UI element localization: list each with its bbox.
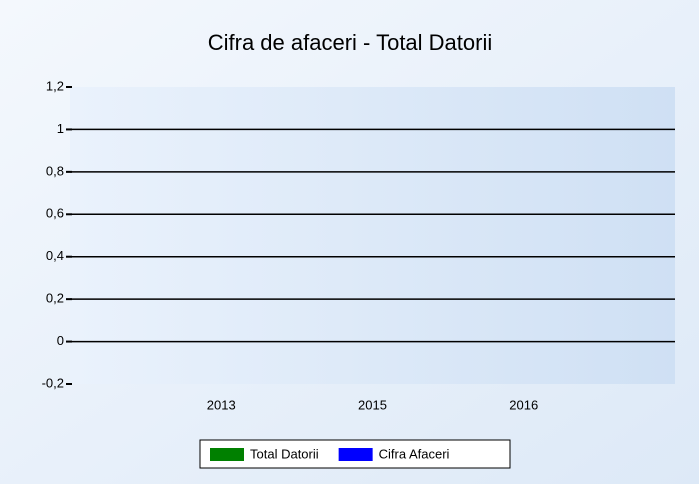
- chart-title: Cifra de afaceri - Total Datorii: [208, 30, 493, 55]
- y-tick-label: 0: [57, 333, 64, 348]
- y-tick-label: 0,2: [46, 291, 64, 306]
- y-tick-label: -0,2: [42, 375, 64, 390]
- legend-swatch: [338, 448, 373, 461]
- y-tick-label: 1,2: [46, 78, 64, 93]
- legend-label: Total Datorii: [250, 446, 319, 461]
- y-tick-label: 0,8: [46, 163, 64, 178]
- y-tick-label: 1: [57, 121, 64, 136]
- plot-area: [70, 87, 675, 384]
- x-tick-label: 2016: [509, 397, 538, 412]
- y-tick-label: 0,6: [46, 206, 64, 221]
- legend-swatch: [210, 448, 244, 461]
- legend-label: Cifra Afaceri: [379, 446, 450, 461]
- x-tick-label: 2013: [207, 397, 236, 412]
- y-tick-label: 0,4: [46, 248, 64, 263]
- x-tick-label: 2015: [358, 397, 387, 412]
